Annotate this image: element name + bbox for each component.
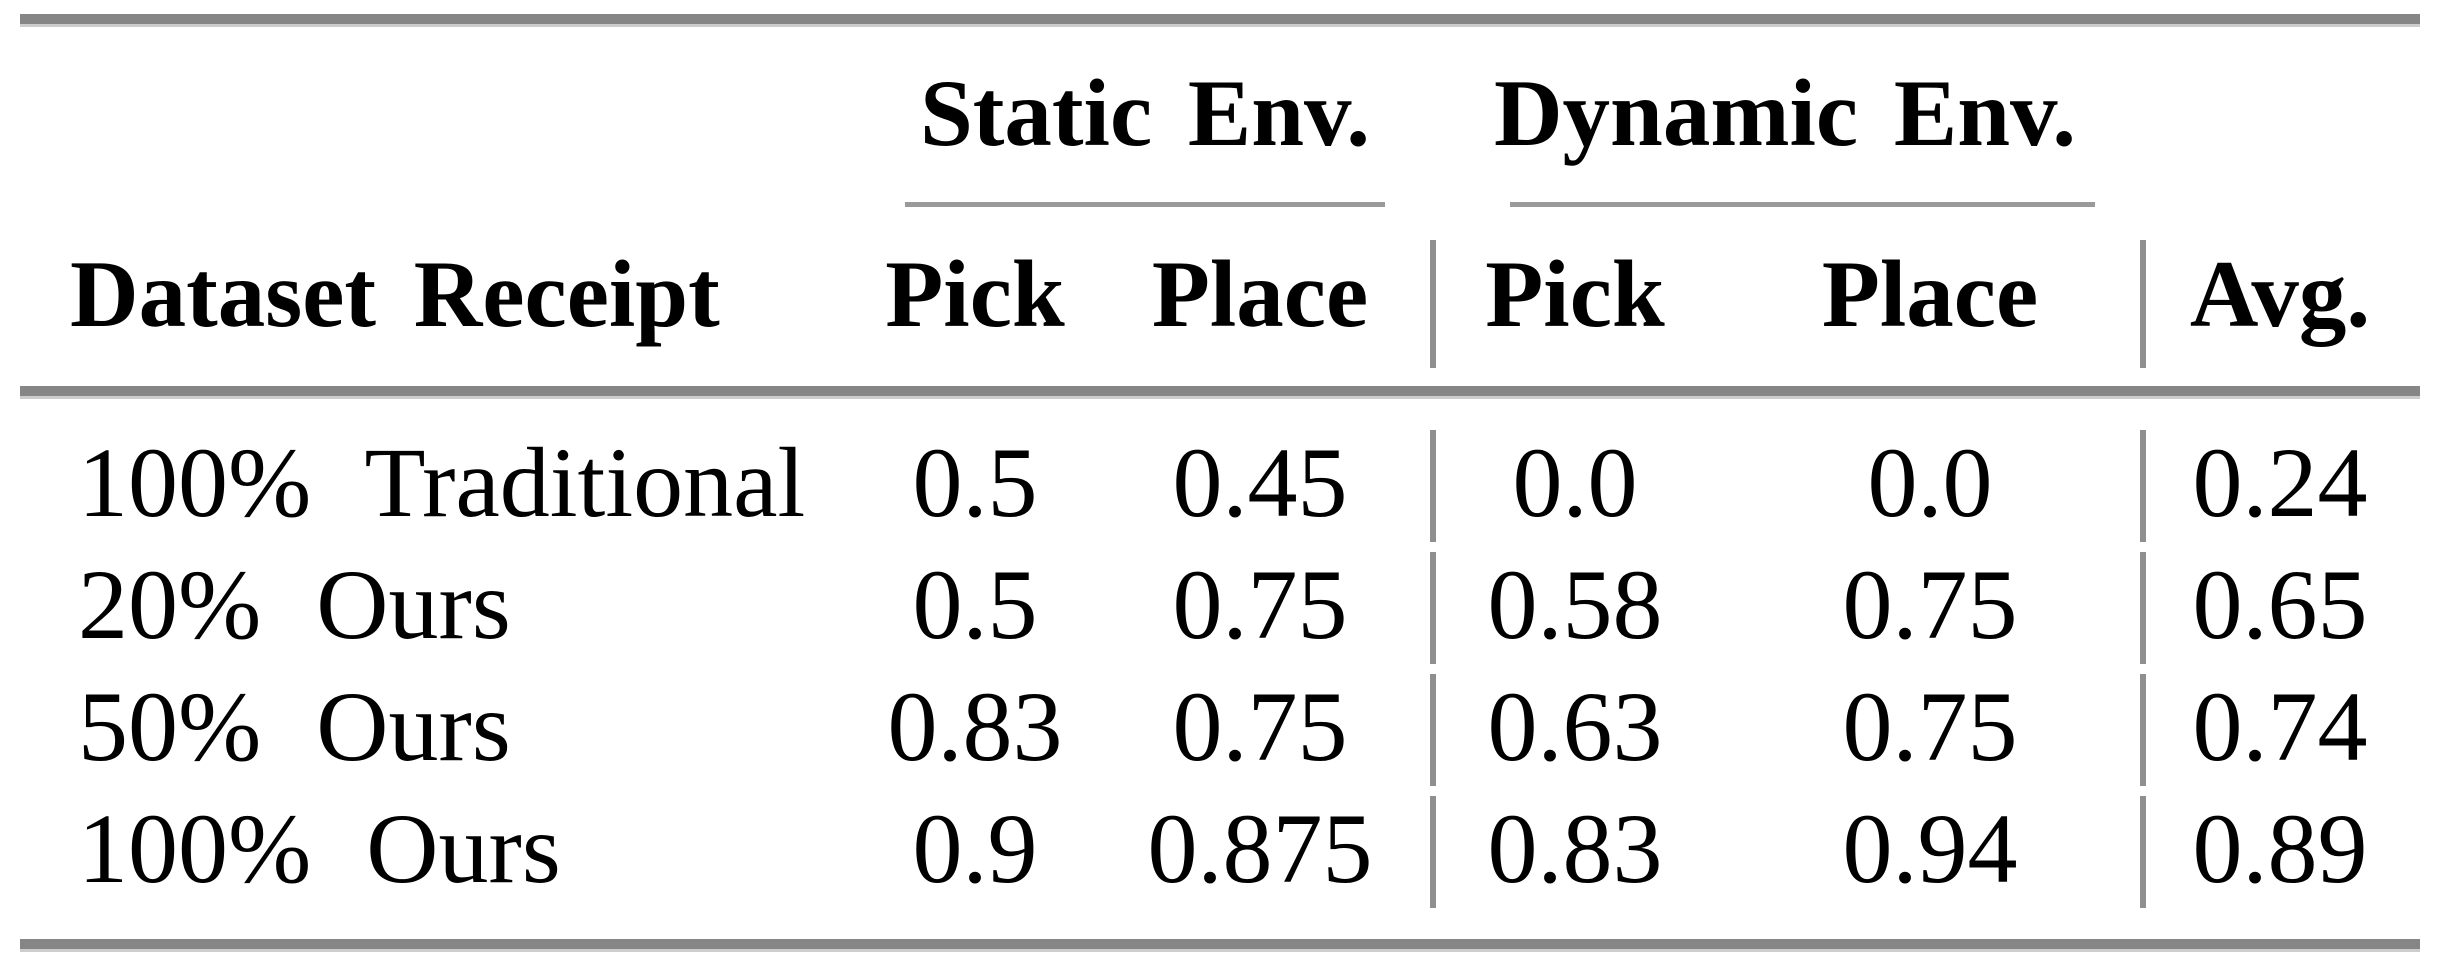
results-table: Static Env. Dynamic Env. Dataset Receipt… [20,24,2420,910]
column-header-static-place: Place [1151,240,1369,347]
table-row: 20% Ours 0.5 0.75 0.58 0.75 0.65 [20,544,2420,666]
avg-value: 0.89 [2192,793,2368,904]
column-header-row: Dataset Receipt Pick Place Pick Place Av… [20,202,2420,386]
static-pick-value: 0.83 [887,671,1063,782]
bottom-rule [20,939,2420,952]
dynamic-place-value: 0.75 [1842,671,2018,782]
table-row: 50% Ours 0.83 0.75 0.63 0.75 0.74 [20,666,2420,788]
column-header-dynamic-pick: Pick [1485,240,1665,347]
avg-value: 0.74 [2192,671,2368,782]
dynamic-place-value: 0.75 [1842,549,2018,660]
vertical-rule-static-dynamic [1430,796,1436,908]
group-header-dynamic-env: Dynamic Env. [1493,59,2077,166]
vertical-rule-avg [2140,552,2146,664]
static-place-value: 0.45 [1172,427,1348,538]
column-header-avg: Avg. [2189,240,2371,347]
avg-value: 0.24 [2192,427,2368,538]
static-pick-value: 0.5 [912,427,1038,538]
table-row: 100% Ours 0.9 0.875 0.83 0.94 0.89 [20,788,2420,910]
vertical-rule-avg [2140,674,2146,786]
static-pick-value: 0.5 [912,549,1038,660]
dynamic-pick-value: 0.58 [1487,549,1663,660]
header-separator-rule [20,386,2420,399]
static-env-cmidrule [905,202,1385,207]
group-header-static-env: Static Env. [919,59,1371,166]
vertical-rule-static-dynamic [1430,240,1436,368]
row-label: 100% Traditional [78,427,806,538]
table-row: 100% Traditional 0.5 0.45 0.0 0.0 0.24 [20,422,2420,544]
row-label: 100% Ours [78,793,561,904]
top-rule [20,14,2420,27]
dynamic-place-value: 0.94 [1842,793,2018,904]
static-place-value: 0.75 [1172,549,1348,660]
vertical-rule-static-dynamic [1430,430,1436,542]
vertical-rule-avg [2140,430,2146,542]
vertical-rule-avg [2140,240,2146,368]
spacer-row [20,386,2420,422]
dynamic-env-cmidrule [1510,202,2095,207]
static-place-value: 0.875 [1147,793,1373,904]
row-label: 20% Ours [78,549,511,660]
dynamic-place-value: 0.0 [1867,427,1993,538]
row-label: 50% Ours [78,671,511,782]
column-header-dynamic-place: Place [1821,240,2039,347]
vertical-rule-static-dynamic [1430,552,1436,664]
static-place-value: 0.75 [1172,671,1348,782]
vertical-rule-static-dynamic [1430,674,1436,786]
vertical-rule-avg [2140,796,2146,908]
dynamic-pick-value: 0.83 [1487,793,1663,904]
dynamic-pick-value: 0.0 [1512,427,1638,538]
group-header-row: Static Env. Dynamic Env. [20,24,2420,202]
dynamic-pick-value: 0.63 [1487,671,1663,782]
corner-cell [20,24,860,202]
column-header-dataset-receipt: Dataset Receipt [70,240,720,347]
static-pick-value: 0.9 [912,793,1038,904]
avg-value: 0.65 [2192,549,2368,660]
corner-cell [2140,24,2420,202]
column-header-static-pick: Pick [885,240,1065,347]
